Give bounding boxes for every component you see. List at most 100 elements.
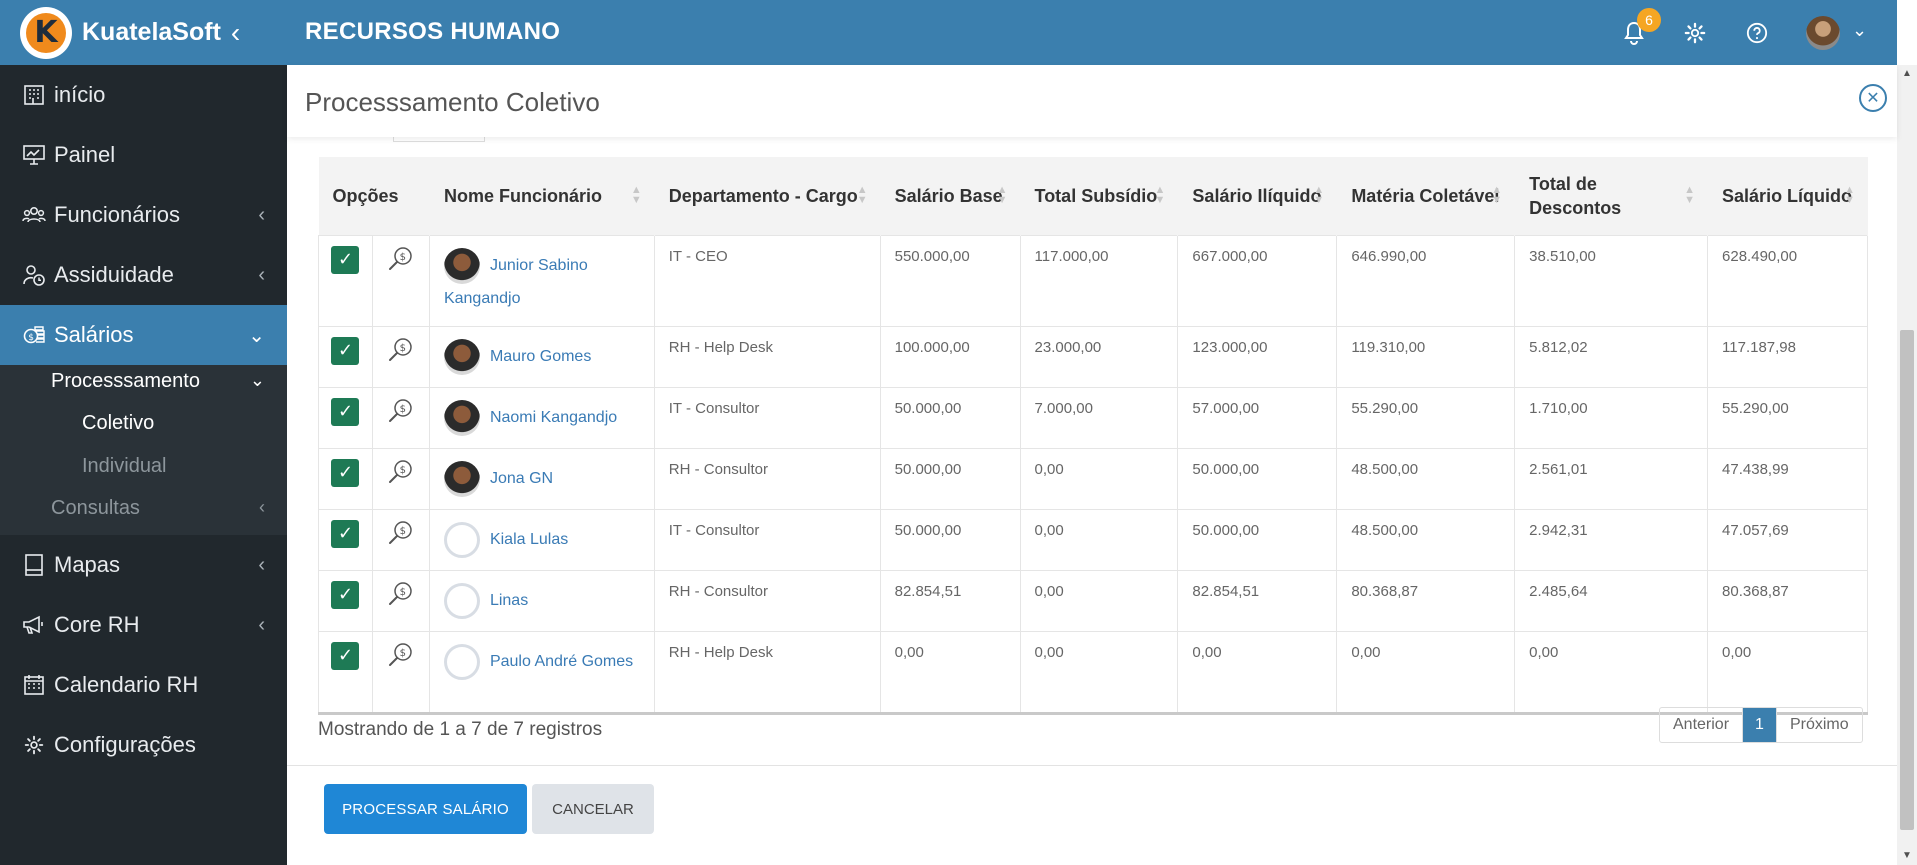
column-header-salario-base[interactable]: Salário Base ▲ ▼ — [880, 157, 1021, 235]
svg-text:$: $ — [400, 404, 406, 415]
column-header-salario-liquido[interactable]: Salário Líquido ▲ ▼ — [1707, 157, 1868, 235]
table-row: ✓ $ Paulo André Gomes RH - Help Desk 0,00 0,0… — [318, 630, 1868, 715]
net-salary-cell: 55.290,00 — [1707, 386, 1868, 449]
chevron-left-icon: ‹ — [258, 203, 265, 226]
employee-name-link[interactable]: Paulo André Gomes — [489, 652, 634, 670]
deductions-cell: 2.485,64 — [1514, 569, 1709, 632]
page-length-select[interactable] — [393, 132, 485, 142]
deductions-cell: 38.510,00 — [1514, 234, 1709, 327]
submenu-individual[interactable]: Individual — [82, 455, 167, 477]
submenu-coletivo[interactable]: Coletivo — [82, 412, 155, 434]
sidebar-item-funcionarios[interactable]: Funcionários ‹ — [0, 185, 287, 245]
panel-header: Processsamento Coletivo ✕ — [287, 65, 1897, 137]
department-cell: RH - Help Desk — [653, 325, 881, 388]
taxable-cell: 55.290,00 — [1336, 386, 1516, 449]
chevron-left-icon: ‹ — [259, 497, 265, 517]
salary-detail-icon[interactable]: $ — [388, 246, 414, 276]
top-bar: K KuatelaSoft ‹ RECURSOS HUMANO 6 ⌄ — [0, 0, 1897, 65]
sidebar-item-assiduidade[interactable]: Assiduidade ‹ — [0, 245, 287, 305]
chevron-down-icon[interactable]: ⌄ — [1852, 20, 1868, 40]
column-header-opcoes: Opções — [318, 157, 430, 235]
employee-name-link[interactable]: Linas — [489, 591, 529, 609]
sort-icon: ▲ ▼ — [630, 184, 642, 206]
notifications-button[interactable]: 6 — [1619, 8, 1661, 48]
salary-detail-icon[interactable]: $ — [388, 337, 414, 367]
gross-salary-cell: 50.000,00 — [1177, 447, 1338, 510]
column-header-materia-coletavel[interactable]: Matéria Coletável ▲ ▼ — [1336, 157, 1516, 235]
brand[interactable]: K KuatelaSoft ‹ — [0, 0, 287, 65]
employee-name-cell: Naomi Kangandjo — [428, 386, 655, 449]
table-header-row: Opções Nome Funcionário ▲ ▼ Departamento -… — [318, 157, 1868, 235]
scroll-up-icon[interactable]: ▲ — [1902, 68, 1912, 79]
checkbox-checked-icon[interactable]: ✓ — [331, 519, 360, 548]
checkbox-checked-icon[interactable]: ✓ — [331, 641, 360, 670]
column-label: Opções — [332, 185, 399, 206]
cancel-button[interactable]: CANCELAR — [532, 784, 654, 834]
submenu-processamento[interactable]: Processsamento — [51, 370, 200, 393]
checkbox-checked-icon[interactable]: ✓ — [331, 458, 360, 487]
notification-badge: 6 — [1637, 8, 1661, 32]
subsidy-cell: 117.000,00 — [1019, 234, 1179, 327]
submenu-consultas[interactable]: Consultas — [51, 497, 140, 519]
svg-text:$: $ — [400, 465, 406, 476]
employee-name-link[interactable]: Naomi Kangandjo — [489, 408, 618, 426]
book-icon — [22, 553, 46, 577]
column-header-departamento[interactable]: Departamento - Cargo ▲ ▼ — [654, 157, 881, 235]
gross-salary-cell: 50.000,00 — [1177, 508, 1338, 571]
sidebar-item-painel[interactable]: Painel — [0, 125, 287, 185]
pagination-page[interactable]: 1 — [1743, 708, 1776, 742]
column-header-total-descontos[interactable]: Total de Descontos ▲ ▼ — [1514, 157, 1709, 235]
subsidy-cell: 0,00 — [1019, 630, 1179, 715]
row-action-cell: $ — [371, 569, 430, 632]
subsidy-cell: 0,00 — [1019, 508, 1179, 571]
subsidy-cell: 7.000,00 — [1019, 386, 1179, 449]
sidebar-item-core-rh[interactable]: Core RH ‹ — [0, 595, 287, 655]
deductions-cell: 2.942,31 — [1514, 508, 1709, 571]
sidebar-item-configuracoes[interactable]: Configurações — [0, 715, 287, 775]
salary-detail-icon[interactable]: $ — [388, 642, 414, 672]
sidebar-collapse-icon[interactable]: ‹ — [230, 16, 241, 48]
column-header-nome[interactable]: Nome Funcionário ▲ ▼ — [429, 157, 655, 235]
salary-detail-icon[interactable]: $ — [388, 520, 414, 550]
employee-name-link[interactable]: Junior Sabino Kangandjo — [443, 256, 588, 307]
checkbox-checked-icon[interactable]: ✓ — [331, 397, 360, 426]
sidebar-item-calendario-rh[interactable]: Calendario RH — [0, 655, 287, 715]
settings-button[interactable] — [1680, 18, 1710, 48]
checkbox-checked-icon[interactable]: ✓ — [331, 245, 360, 274]
employee-name-link[interactable]: Mauro Gomes — [489, 347, 592, 365]
gross-salary-cell: 0,00 — [1177, 630, 1338, 715]
chevron-left-icon: ‹ — [258, 613, 265, 636]
sort-icon: ▲ ▼ — [856, 184, 868, 206]
gear-icon — [1684, 22, 1706, 44]
pagination-previous[interactable]: Anterior — [1660, 708, 1744, 742]
taxable-cell: 80.368,87 — [1336, 569, 1516, 632]
sidebar-item-label: Mapas — [54, 552, 121, 577]
salary-base-cell: 550.000,00 — [879, 234, 1021, 327]
sidebar-item-inicio[interactable]: início — [0, 65, 287, 125]
salary-detail-icon[interactable]: $ — [388, 581, 414, 611]
column-header-salario-iliquido[interactable]: Salário Ilíquido ▲ ▼ — [1177, 157, 1338, 235]
process-salary-button[interactable]: PROCESSAR SALÁRIO — [324, 784, 527, 834]
employee-name-link[interactable]: Kiala Lulas — [489, 530, 569, 548]
checkbox-checked-icon[interactable]: ✓ — [331, 580, 360, 609]
column-label: Nome Funcionário — [443, 185, 602, 206]
row-select-cell: ✓ — [318, 386, 373, 449]
employee-name-link[interactable]: Jona GN — [489, 469, 554, 487]
help-button[interactable] — [1742, 18, 1772, 48]
svg-text:$: $ — [400, 252, 406, 263]
scroll-down-icon[interactable]: ▼ — [1902, 850, 1912, 861]
checkbox-checked-icon[interactable]: ✓ — [331, 336, 360, 365]
close-icon[interactable]: ✕ — [1859, 84, 1887, 112]
sidebar-item-salarios[interactable]: $ Salários ⌄ — [0, 305, 287, 365]
net-salary-cell: 47.438,99 — [1707, 447, 1868, 510]
salary-detail-icon[interactable]: $ — [388, 459, 414, 489]
taxable-cell: 0,00 — [1336, 630, 1516, 715]
user-avatar[interactable] — [1806, 16, 1840, 50]
scrollbar-thumb[interactable] — [1900, 330, 1914, 830]
sidebar-item-mapas[interactable]: Mapas ‹ — [0, 535, 287, 595]
salary-detail-icon[interactable]: $ — [388, 398, 414, 428]
pagination-next[interactable]: Próximo — [1775, 708, 1862, 742]
sort-icon: ▲ ▼ — [1684, 184, 1696, 206]
column-header-total-subsidio[interactable]: Total Subsídio ▲ ▼ — [1020, 157, 1179, 235]
employee-avatar — [443, 247, 480, 284]
